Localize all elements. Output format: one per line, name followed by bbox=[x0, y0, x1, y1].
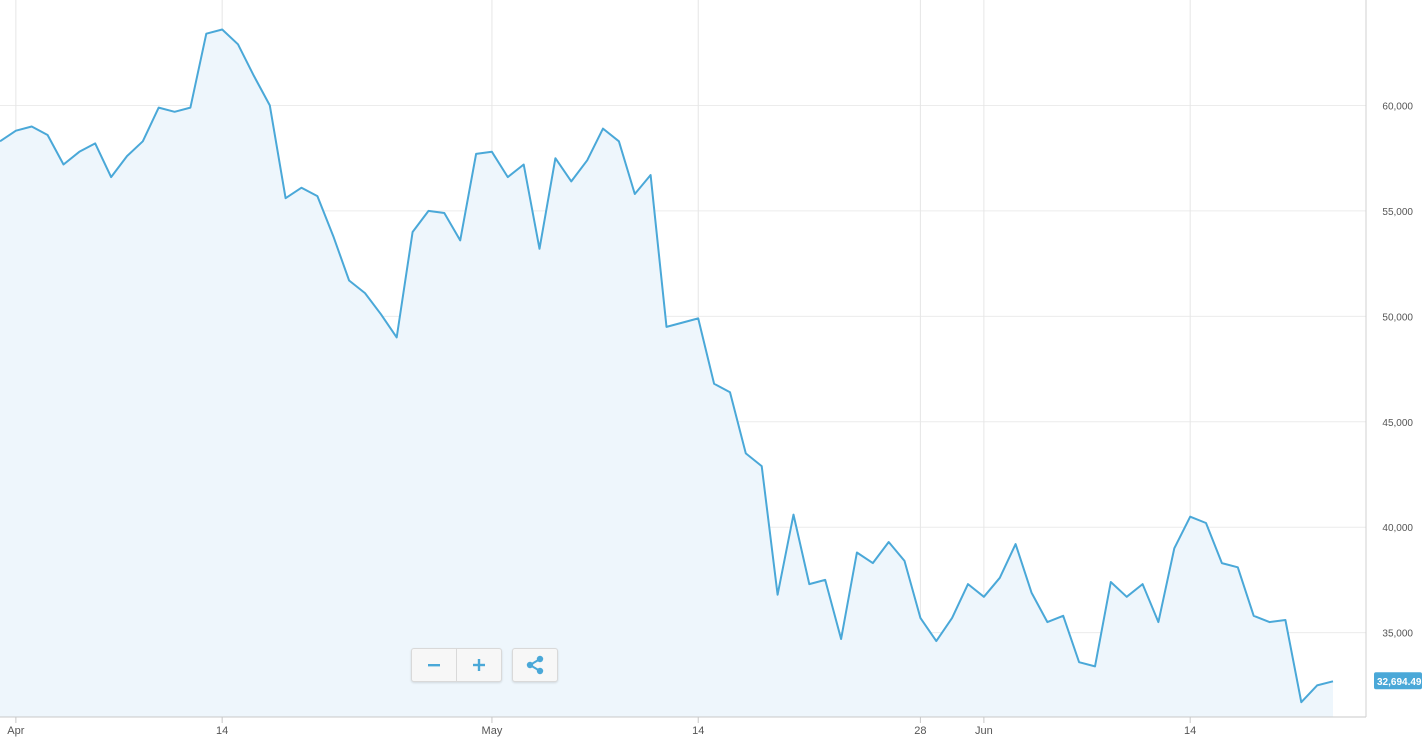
x-tick-label: Jun bbox=[975, 725, 993, 737]
last-value-label: 32,694.49 bbox=[1377, 677, 1422, 688]
zoom-out-button[interactable] bbox=[412, 649, 456, 681]
last-value-badge: 32,694.49 bbox=[1374, 672, 1422, 690]
x-tick-label: 14 bbox=[216, 725, 228, 737]
zoom-in-button[interactable] bbox=[456, 649, 501, 681]
share-button-group bbox=[512, 648, 558, 682]
y-tick-label: 55,000 bbox=[1382, 207, 1413, 218]
x-tick-label: 14 bbox=[1184, 725, 1196, 737]
area-fill bbox=[0, 29, 1333, 717]
y-tick-label: 45,000 bbox=[1382, 418, 1413, 429]
x-tick-label: 14 bbox=[692, 725, 704, 737]
y-tick-label: 35,000 bbox=[1382, 629, 1413, 640]
x-tick-label: Apr bbox=[7, 725, 24, 737]
price-line[interactable] bbox=[0, 28, 1334, 704]
share-button[interactable] bbox=[513, 649, 557, 681]
y-tick-label: 40,000 bbox=[1382, 523, 1413, 534]
axis-layer: 35,000 40,000 45,000 50,000 55,000 60,000 Apr 1… bbox=[0, 0, 1413, 737]
x-tick-label: 28 bbox=[914, 725, 926, 737]
x-tick-label: May bbox=[482, 725, 503, 737]
last-value-rect bbox=[1374, 672, 1422, 690]
minus-icon bbox=[428, 664, 440, 667]
chart-controls bbox=[411, 648, 558, 682]
share-icon bbox=[526, 655, 544, 675]
y-tick-label: 60,000 bbox=[1382, 101, 1413, 112]
zoom-button-group bbox=[411, 648, 502, 682]
plus-icon bbox=[473, 659, 485, 671]
y-tick-label: 50,000 bbox=[1382, 312, 1413, 323]
